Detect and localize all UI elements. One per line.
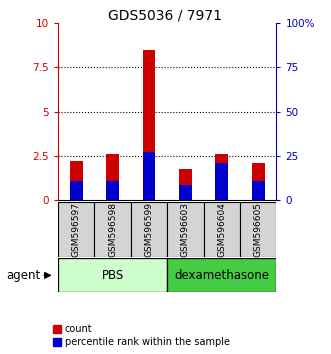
Text: GSM596603: GSM596603 <box>181 202 190 257</box>
Text: GSM596598: GSM596598 <box>108 202 117 257</box>
Text: GSM596604: GSM596604 <box>217 202 226 257</box>
Text: PBS: PBS <box>101 269 124 282</box>
Bar <box>70 161 82 200</box>
Bar <box>240 202 276 257</box>
Text: dexamethasone: dexamethasone <box>174 269 269 282</box>
Bar <box>215 163 228 200</box>
Bar <box>167 202 204 257</box>
Text: GSM596597: GSM596597 <box>71 202 81 257</box>
Bar <box>143 152 155 200</box>
Bar <box>179 185 192 200</box>
Bar <box>167 258 276 292</box>
Bar <box>252 163 264 200</box>
Bar <box>143 50 155 200</box>
Text: agent: agent <box>7 269 41 282</box>
Bar <box>204 202 240 257</box>
Bar <box>94 202 131 257</box>
Text: GSM596599: GSM596599 <box>144 202 154 257</box>
Bar <box>70 181 82 200</box>
Bar <box>58 258 167 292</box>
Bar <box>131 202 167 257</box>
Legend: count, percentile rank within the sample: count, percentile rank within the sample <box>53 325 229 347</box>
Text: GDS5036 / 7971: GDS5036 / 7971 <box>109 9 222 23</box>
Bar <box>252 181 264 200</box>
Bar <box>106 154 119 200</box>
Bar <box>106 181 119 200</box>
Bar <box>58 202 94 257</box>
Bar <box>215 154 228 200</box>
Bar <box>179 169 192 200</box>
Text: GSM596605: GSM596605 <box>254 202 263 257</box>
